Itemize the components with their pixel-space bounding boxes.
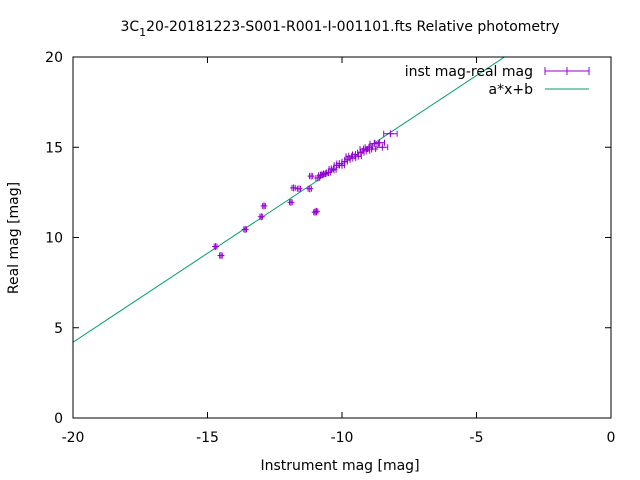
data-point (374, 139, 386, 147)
data-point (306, 185, 314, 193)
legend: inst mag-real mag a*x+b (405, 64, 590, 98)
chart-title-subscript: 1 (139, 26, 146, 39)
y-tick-label: 10 (45, 231, 63, 247)
data-point (369, 140, 380, 148)
legend-label-inst-mag: inst mag-real mag (405, 64, 533, 80)
data-point (338, 161, 346, 169)
y-tick-label: 5 (54, 321, 63, 337)
x-tick-label: -10 (331, 430, 354, 446)
data-point (257, 213, 265, 221)
chart-title: 3C120-20181223-S001-R001-I-001101.fts Re… (120, 19, 559, 39)
data-point (354, 152, 362, 160)
data-point (345, 152, 353, 160)
chart-title-rest: 20-20181223-S001-R001-I-001101.fts Relat… (146, 19, 559, 35)
data-point (307, 172, 315, 180)
data-point (295, 185, 303, 193)
data-point (376, 143, 389, 151)
data-point (327, 165, 335, 173)
data-point (325, 169, 333, 177)
data-point (290, 184, 298, 192)
data-point (367, 145, 377, 153)
data-point (217, 252, 225, 260)
data-point (287, 198, 295, 206)
ticks-layer: -20 -15 -10 -5 0 0 5 10 15 20 (45, 50, 615, 446)
legend-swatch-inst-mag (544, 67, 590, 75)
data-point (312, 207, 320, 215)
data-point (260, 202, 268, 210)
x-tick-label: -20 (62, 430, 85, 446)
x-tick-label: -5 (470, 430, 484, 446)
data-point (383, 130, 398, 138)
x-axis-label: Instrument mag [mag] (260, 458, 419, 474)
data-point (212, 243, 220, 251)
data-point (241, 225, 249, 233)
y-tick-label: 15 (45, 140, 63, 156)
y-axis-label: Real mag [mag] (6, 182, 22, 294)
points-layer (212, 130, 398, 260)
data-point (357, 149, 365, 157)
legend-label-fit: a*x+b (489, 82, 534, 98)
y-tick-label: 20 (45, 50, 63, 66)
y-tick-label: 0 (54, 411, 63, 427)
x-tick-label: -15 (196, 430, 219, 446)
x-tick-label: 0 (607, 430, 616, 446)
chart-title-prefix: 3C (120, 19, 139, 35)
